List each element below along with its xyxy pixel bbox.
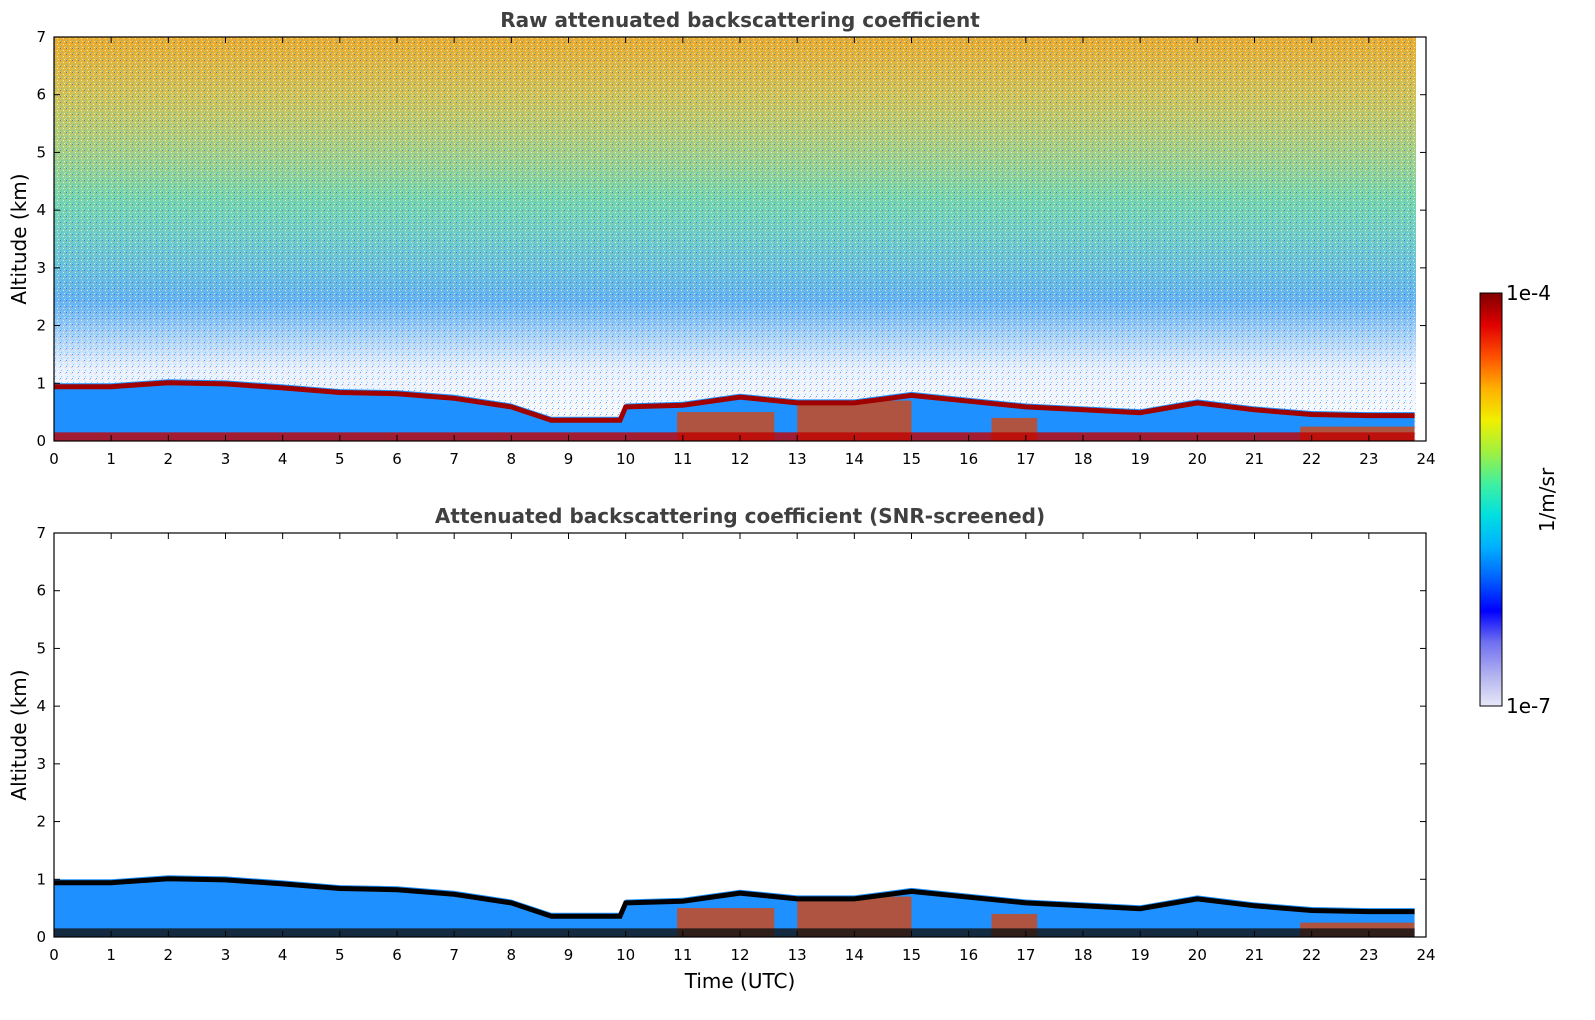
panel-screened-xtick-label: 24 bbox=[1416, 946, 1435, 964]
panel-screened-xtick-label: 18 bbox=[1073, 946, 1092, 964]
panel-raw-xtick-label: 24 bbox=[1416, 450, 1435, 468]
panel-screened-xtick-label: 9 bbox=[564, 946, 574, 964]
colorbar-unit-label: 1/m/sr bbox=[1535, 467, 1559, 532]
panel-screened-xtick-label: 4 bbox=[278, 946, 288, 964]
panel-raw-surface-band bbox=[54, 432, 1415, 442]
panel-raw-ytick-label: 5 bbox=[36, 143, 46, 161]
panel-raw-title: Raw attenuated backscattering coefficien… bbox=[500, 8, 980, 32]
panel-screened-xtick-label: 2 bbox=[164, 946, 174, 964]
panel-raw-xtick-label: 0 bbox=[49, 450, 59, 468]
panel-raw-xtick-label: 17 bbox=[1016, 450, 1035, 468]
panel-raw-xtick-label: 23 bbox=[1359, 450, 1378, 468]
panel-raw-xtick-label: 3 bbox=[221, 450, 231, 468]
colorbar-gradient bbox=[1479, 292, 1503, 707]
panel-raw-xtick-label: 16 bbox=[959, 450, 978, 468]
panel-screened-xlabel: Time (UTC) bbox=[684, 969, 796, 993]
panel-raw-xtick-label: 5 bbox=[335, 450, 345, 468]
panel-screened-xtick-label: 13 bbox=[788, 946, 807, 964]
panel-screened-ylabel: Altitude (km) bbox=[7, 669, 31, 800]
panel-raw-ytick-label: 2 bbox=[36, 317, 46, 335]
panel-screened-xtick-label: 12 bbox=[730, 946, 749, 964]
panel-raw-xtick-label: 21 bbox=[1245, 450, 1264, 468]
panel-raw: Raw attenuated backscattering coefficien… bbox=[7, 8, 1436, 468]
panel-screened-xtick-label: 11 bbox=[673, 946, 692, 964]
panel-raw-xtick-label: 10 bbox=[616, 450, 635, 468]
panel-raw-xtick-label: 9 bbox=[564, 450, 574, 468]
panel-screened-ytick-label: 6 bbox=[36, 582, 46, 600]
panel-screened-xtick-label: 23 bbox=[1359, 946, 1378, 964]
panel-raw-xtick-label: 20 bbox=[1188, 450, 1207, 468]
panel-screened-xtick-label: 7 bbox=[449, 946, 459, 964]
panel-screened-ytick-label: 7 bbox=[36, 524, 46, 542]
panel-raw-xtick-label: 15 bbox=[902, 450, 921, 468]
panel-screened-xtick-label: 5 bbox=[335, 946, 345, 964]
panel-raw-ytick-label: 6 bbox=[36, 86, 46, 104]
panel-screened-ytick-label: 3 bbox=[36, 755, 46, 773]
panel-raw-xtick-label: 12 bbox=[730, 450, 749, 468]
panel-raw-xtick-label: 2 bbox=[164, 450, 174, 468]
panel-screened-axes: 0 1 2 3 4 5 6 7 8 9 10 11 12 13 14 15 16 17 18 19 20 21 22 23 24… bbox=[36, 524, 1435, 964]
panel-raw-xtick-label: 4 bbox=[278, 450, 288, 468]
panel-raw-ytick-label: 1 bbox=[36, 374, 46, 392]
panel-raw-xtick-label: 8 bbox=[507, 450, 517, 468]
panel-screened-xtick-label: 3 bbox=[221, 946, 231, 964]
panel-raw-xtick-label: 7 bbox=[449, 450, 459, 468]
panel-raw-layer-top-line bbox=[54, 380, 1415, 423]
panel-raw-ytick-label: 0 bbox=[36, 432, 46, 450]
panel-screened-plot-area bbox=[54, 533, 1426, 937]
panel-raw-xtick-label: 22 bbox=[1302, 450, 1321, 468]
panel-raw-ylabel: Altitude (km) bbox=[7, 173, 31, 304]
panel-raw-ytick-label: 4 bbox=[36, 201, 46, 219]
panel-raw-ytick-label: 3 bbox=[36, 259, 46, 277]
panel-screened-xtick-label: 16 bbox=[959, 946, 978, 964]
panel-screened-xtick-label: 1 bbox=[106, 946, 116, 964]
panel-screened-xtick-label: 19 bbox=[1131, 946, 1150, 964]
panel-screened-ytick-label: 5 bbox=[36, 639, 46, 657]
panel-screened-ytick-label: 1 bbox=[36, 870, 46, 888]
panel-screened: Attenuated backscattering coefficient (S… bbox=[7, 504, 1436, 993]
panel-raw-axes: 0 1 2 3 4 5 6 7 8 9 10 11 12 13 14 15 16 17 18 19 20 21 22 23 24… bbox=[36, 28, 1435, 468]
panel-screened-xtick-label: 0 bbox=[49, 946, 59, 964]
colorbar-max-label: 1e-4 bbox=[1506, 281, 1551, 305]
panel-screened-xtick-label: 17 bbox=[1016, 946, 1035, 964]
panel-screened-xtick-label: 15 bbox=[902, 946, 921, 964]
panel-screened-xtick-label: 21 bbox=[1245, 946, 1264, 964]
panel-screened-title: Attenuated backscattering coefficient (S… bbox=[435, 504, 1045, 528]
panel-raw-xtick-label: 14 bbox=[845, 450, 864, 468]
panel-screened-xtick-label: 10 bbox=[616, 946, 635, 964]
panel-raw-noise-texture bbox=[54, 37, 1416, 441]
panel-raw-xtick-label: 1 bbox=[106, 450, 116, 468]
colorbar: 1e-4 1e-7 1/m/sr bbox=[1479, 281, 1559, 718]
panel-screened-xtick-label: 8 bbox=[507, 946, 517, 964]
panel-raw-xtick-label: 18 bbox=[1073, 450, 1092, 468]
panel-screened-ytick-label: 4 bbox=[36, 697, 46, 715]
panel-screened-xtick-label: 20 bbox=[1188, 946, 1207, 964]
panel-screened-xtick-label: 6 bbox=[392, 946, 402, 964]
colorbar-min-label: 1e-7 bbox=[1506, 694, 1551, 718]
panel-raw-ytick-label: 7 bbox=[36, 28, 46, 46]
panel-raw-xtick-label: 6 bbox=[392, 450, 402, 468]
panel-raw-xtick-label: 13 bbox=[788, 450, 807, 468]
panel-raw-xtick-label: 19 bbox=[1131, 450, 1150, 468]
panel-screened-xtick-label: 22 bbox=[1302, 946, 1321, 964]
panel-screened-surface-band bbox=[54, 928, 1415, 938]
panel-screened-ytick-label: 0 bbox=[36, 928, 46, 946]
panel-screened-layer-top-line bbox=[54, 876, 1415, 919]
panel-screened-ytick-label: 2 bbox=[36, 813, 46, 831]
panel-raw-xtick-label: 11 bbox=[673, 450, 692, 468]
panel-screened-xtick-label: 14 bbox=[845, 946, 864, 964]
